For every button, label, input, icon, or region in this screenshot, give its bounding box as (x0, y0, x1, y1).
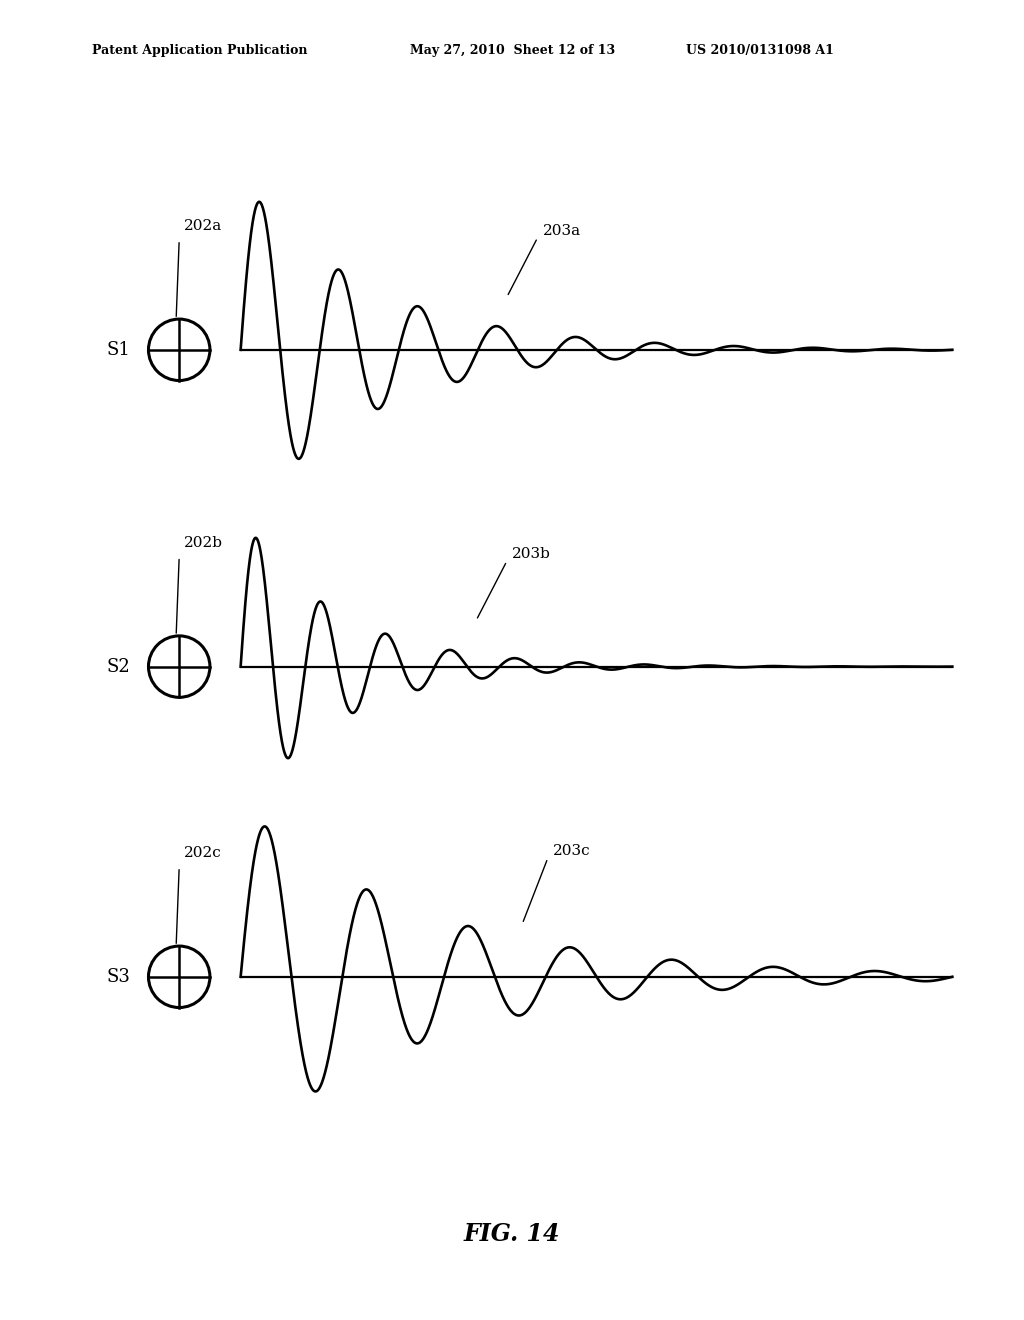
Text: 203c: 203c (553, 843, 591, 858)
Text: 203a: 203a (543, 223, 581, 238)
Text: S2: S2 (106, 657, 130, 676)
Text: 202a: 202a (184, 219, 222, 234)
Text: 203b: 203b (512, 546, 551, 561)
Text: May 27, 2010  Sheet 12 of 13: May 27, 2010 Sheet 12 of 13 (410, 44, 614, 57)
Text: 202c: 202c (184, 846, 222, 861)
Text: US 2010/0131098 A1: US 2010/0131098 A1 (686, 44, 834, 57)
Text: Patent Application Publication: Patent Application Publication (92, 44, 307, 57)
Text: S1: S1 (106, 341, 130, 359)
Text: FIG. 14: FIG. 14 (464, 1222, 560, 1246)
Text: S3: S3 (106, 968, 130, 986)
Text: 202b: 202b (184, 536, 223, 550)
